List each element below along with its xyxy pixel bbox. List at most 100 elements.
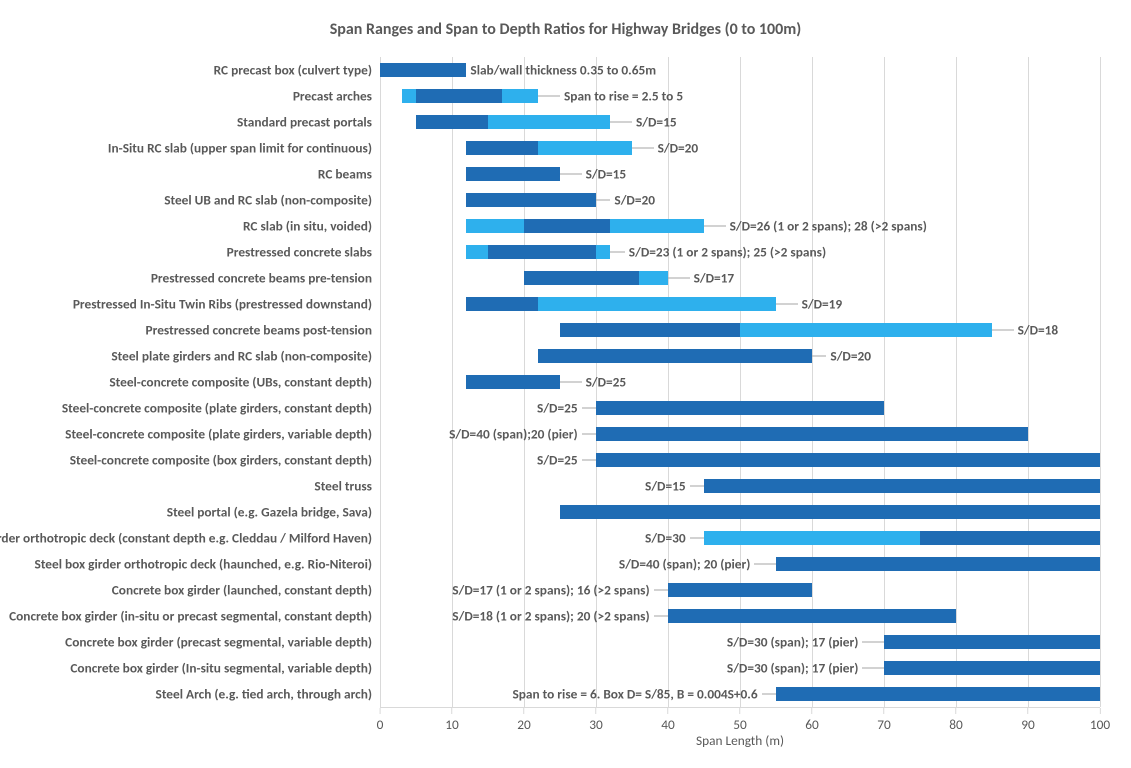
row-label: Concrete box girder (in-situ or precast … [9, 608, 380, 625]
bar [776, 557, 1100, 571]
row-label: Precast arches [293, 88, 380, 105]
bar-annotation: Span to rise = 2.5 to 5 [564, 88, 683, 105]
leader-line [668, 278, 690, 279]
bar-annotation: S/D=17 [694, 270, 735, 287]
x-tick: 20 [517, 708, 531, 733]
bar [416, 115, 488, 129]
tick-label: 60 [805, 716, 819, 733]
row-label: In-Situ RC slab (upper span limit for co… [108, 140, 380, 157]
data-row: Concrete box girder (in-situ or precast … [380, 603, 1100, 629]
data-row: Steel-concrete composite (UBs, constant … [380, 369, 1100, 395]
tick-label: 10 [445, 716, 459, 733]
bar [524, 271, 639, 285]
bar [466, 297, 538, 311]
bar-annotation: S/D=25 [537, 400, 578, 417]
x-tick: 30 [589, 708, 603, 733]
bar [704, 531, 920, 545]
bar-annotation: S/D=20 [658, 140, 699, 157]
x-tick: 70 [877, 708, 891, 733]
leader-line [690, 538, 704, 539]
row-label: RC slab (in situ, voided) [243, 218, 380, 235]
tick-mark [883, 708, 884, 714]
chart-area: RC precast box (culvert type)Slab/wall t… [30, 57, 1101, 748]
leader-line [654, 590, 668, 591]
tick-label: 20 [517, 716, 531, 733]
tick-mark [667, 708, 668, 714]
tick-label: 50 [733, 716, 747, 733]
bar [596, 401, 884, 415]
x-tick: 80 [949, 708, 963, 733]
bar-annotation: S/D=19 [802, 296, 843, 313]
leader-line [538, 96, 560, 97]
bar [416, 89, 502, 103]
tick-label: 80 [949, 716, 963, 733]
tick-label: 30 [589, 716, 603, 733]
leader-line [762, 694, 776, 695]
bar [524, 219, 610, 233]
bar [488, 245, 596, 259]
leader-line [582, 460, 596, 461]
tick-mark [811, 708, 812, 714]
row-label: Steel portal (e.g. Gazela bridge, Sava) [167, 504, 380, 521]
bar [596, 453, 1100, 467]
x-axis-title: Span Length (m) [696, 732, 784, 749]
bar-annotation: S/D=15 [645, 478, 686, 495]
bar-annotation: S/D=23 (1 or 2 spans); 25 (>2 spans) [629, 244, 826, 261]
bar [668, 609, 956, 623]
gridline [1100, 57, 1101, 707]
bar [740, 323, 992, 337]
x-tick: 50 [733, 708, 747, 733]
bar [884, 661, 1100, 675]
data-row: Steel UB and RC slab (non-composite)S/D=… [380, 187, 1100, 213]
data-row: Steel box girder orthotropic deck (const… [380, 525, 1100, 551]
row-label: Prestressed concrete beams pre-tension [151, 270, 380, 287]
bar [538, 349, 812, 363]
data-row: Prestressed concrete beams pre-tensionS/… [380, 265, 1100, 291]
row-label: Steel box girder orthotropic deck (haunc… [35, 556, 380, 573]
bar [560, 505, 1100, 519]
bar-annotation: S/D=30 (span); 17 (pier) [727, 634, 859, 651]
bar [560, 323, 740, 337]
row-label: Steel Arch (e.g. tied arch, through arch… [156, 686, 380, 703]
tick-mark [739, 708, 740, 714]
row-label: Steel-concrete composite (plate girders,… [65, 426, 380, 443]
row-label: Standard precast portals [237, 114, 380, 131]
leader-line [862, 642, 884, 643]
tick-label: 40 [661, 716, 675, 733]
row-label: Prestressed concrete slabs [227, 244, 380, 261]
leader-line [690, 486, 704, 487]
leader-line [992, 330, 1014, 331]
tick-mark [1099, 708, 1100, 714]
bar-annotation: S/D=40 (span);20 (pier) [449, 426, 577, 443]
x-tick: 0 [377, 708, 384, 733]
x-tick: 90 [1021, 708, 1035, 733]
leader-line [704, 226, 726, 227]
data-row: Concrete box girder (In-situ segmental, … [380, 655, 1100, 681]
data-row: Prestressed concrete slabsS/D=23 (1 or 2… [380, 239, 1100, 265]
data-row: Steel plate girders and RC slab (non-com… [380, 343, 1100, 369]
row-label: Steel plate girders and RC slab (non-com… [111, 348, 380, 365]
data-row: Steel Arch (e.g. tied arch, through arch… [380, 681, 1100, 707]
data-row: Steel box girder orthotropic deck (haunc… [380, 551, 1100, 577]
bar-annotation: S/D=17 (1 or 2 spans); 16 (>2 spans) [452, 582, 649, 599]
tick-mark [523, 708, 524, 714]
bar-annotation: S/D=30 [645, 530, 686, 547]
row-label: Prestressed In-Situ Twin Ribs (prestress… [73, 296, 380, 313]
tick-mark [955, 708, 956, 714]
bar [776, 687, 1100, 701]
data-row: Concrete box girder (precast segmental, … [380, 629, 1100, 655]
row-label: RC precast box (culvert type) [214, 62, 380, 79]
bar [380, 63, 466, 77]
row-label: Steel-concrete composite (UBs, constant … [109, 374, 380, 391]
data-row: In-Situ RC slab (upper span limit for co… [380, 135, 1100, 161]
tick-mark [451, 708, 452, 714]
x-tick: 40 [661, 708, 675, 733]
leader-line [560, 174, 582, 175]
x-tick: 10 [445, 708, 459, 733]
row-label: Steel-concrete composite (box girders, c… [70, 452, 380, 469]
data-row: RC slab (in situ, voided)S/D=26 (1 or 2 … [380, 213, 1100, 239]
leader-line [754, 564, 776, 565]
data-row: Concrete box girder (launched, constant … [380, 577, 1100, 603]
bar-annotation: S/D=20 [614, 192, 655, 209]
leader-line [560, 382, 582, 383]
